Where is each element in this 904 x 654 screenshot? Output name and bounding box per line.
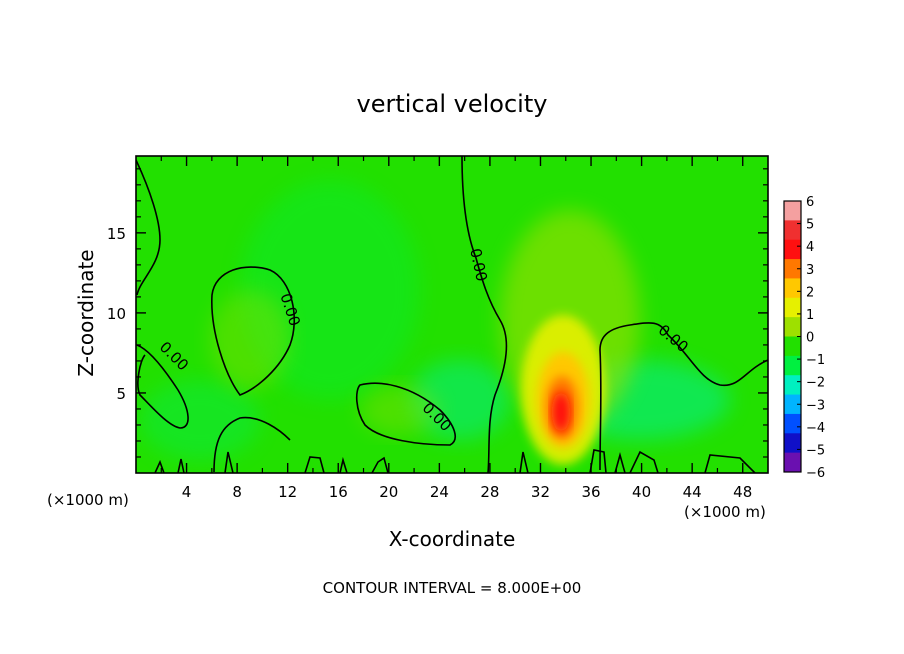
contour-line	[211, 266, 296, 396]
x-tick-label: 28	[480, 483, 499, 501]
plot-frame	[135, 155, 769, 474]
contour-line	[599, 322, 768, 471]
colorbar-tick-label: 6	[806, 195, 814, 210]
colorbar-tick-label: 0	[806, 331, 814, 346]
y-axis-label: Z-coordinate	[74, 249, 98, 376]
x-tick-label: 36	[581, 483, 600, 501]
x-unit-right: (×1000 m)	[684, 503, 766, 521]
colorbar-swatch	[784, 433, 801, 454]
colorbar-tick-label: −6	[806, 466, 825, 481]
y-tick-label: 15	[107, 225, 126, 243]
x-tick-label: 4	[182, 483, 192, 501]
contour-line	[461, 156, 508, 473]
colorbar-tick-label: −5	[806, 443, 825, 458]
colorbar-tick-label: 1	[806, 308, 814, 323]
colorbar-swatch	[784, 413, 801, 434]
colorbar-swatch	[784, 201, 801, 221]
y-tick-label: 5	[116, 385, 126, 403]
colorbar-swatch	[784, 278, 801, 299]
colorbar-tick-label: 4	[806, 240, 814, 255]
x-tick-label: 24	[430, 483, 449, 501]
contour-line	[136, 159, 161, 296]
x-axis: 4 8 12 16 20 24 28 32 36 40 44 48	[160, 156, 752, 501]
x-tick-label: 40	[632, 483, 651, 501]
colorbar-swatch	[784, 220, 801, 241]
field-shading	[140, 180, 730, 465]
colorbar: 6 5 4 3 2 1 0 −1 −2 −3 −4 −5 −6	[783, 195, 825, 481]
colorbar-tick-label: −2	[806, 376, 825, 391]
x-tick-label: 12	[278, 483, 297, 501]
colorbar-swatch	[784, 317, 801, 337]
colorbar-swatch	[784, 394, 801, 415]
chart-title: vertical velocity	[357, 90, 548, 118]
x-unit-left: (×1000 m)	[47, 491, 129, 509]
contour-interval-footer: CONTOUR INTERVAL = 8.000E+00	[323, 579, 582, 597]
contour-line	[213, 416, 291, 473]
plot-area: 0.000.000.000.000.00	[135, 155, 769, 474]
contour-line	[154, 449, 756, 473]
contour-lines	[136, 156, 768, 473]
colorbar-tick-label: −1	[806, 353, 825, 368]
colorbar-tick-label: −4	[806, 421, 825, 436]
x-tick-label: 8	[232, 483, 242, 501]
negative-region	[140, 380, 260, 460]
x-tick-label: 16	[329, 483, 348, 501]
contour-line	[355, 382, 456, 446]
x-tick-label: 32	[531, 483, 550, 501]
updraft-core	[552, 392, 570, 432]
positive-region	[360, 385, 440, 435]
colorbar-swatch	[784, 355, 801, 376]
x-tick-label: 44	[683, 483, 702, 501]
colorbar-tick-label: 2	[806, 285, 814, 300]
x-tick-label: 48	[733, 483, 752, 501]
positive-region	[210, 290, 290, 390]
colorbar-tick-label: 5	[806, 218, 814, 233]
x-axis-label: X-coordinate	[389, 527, 516, 551]
x-tick-label: 20	[379, 483, 398, 501]
colorbar-swatch	[784, 336, 801, 357]
colorbar-tick-label: 3	[806, 263, 814, 278]
colorbar-swatch	[784, 259, 801, 279]
colorbar-tick-label: −3	[806, 398, 825, 413]
colorbar-swatch	[784, 239, 801, 260]
colorbar-swatch	[784, 297, 801, 318]
y-axis: 5 10 15	[107, 168, 768, 458]
contour-line	[136, 344, 189, 429]
colorbar-swatch	[784, 375, 801, 396]
colorbar-swatch	[784, 452, 801, 473]
y-tick-label: 10	[107, 305, 126, 323]
